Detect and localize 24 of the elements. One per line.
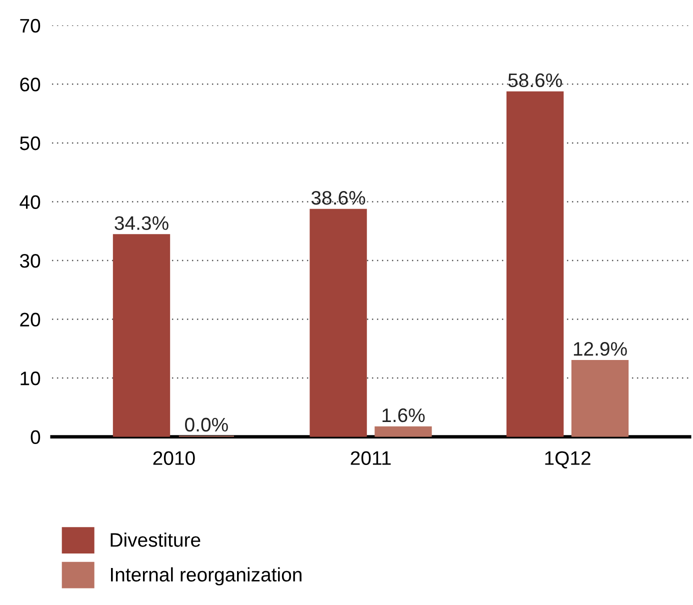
data-label: 38.6%	[311, 190, 366, 205]
y-tick-label: 70	[20, 18, 40, 33]
legend-label: Divestiture	[110, 532, 200, 547]
bar	[310, 208, 367, 437]
data-label: 0.0%	[185, 418, 228, 432]
data-label: 34.3%	[114, 216, 168, 230]
x-tick-label: 2010	[153, 451, 195, 465]
y-tick-label: 40	[20, 195, 40, 209]
y-tick-label: 10	[20, 372, 40, 386]
y-tick-label: 0	[30, 430, 40, 444]
y-tick-label: 50	[20, 136, 40, 150]
y-tick-label: 60	[20, 78, 40, 92]
data-label: 12.9%	[574, 342, 627, 356]
legend-label: Internal reorganization	[111, 567, 302, 586]
y-tick-label: 20	[20, 312, 40, 327]
data-label: 58.6%	[508, 73, 562, 88]
bar	[374, 426, 432, 437]
x-tick-label: 2011	[350, 451, 391, 465]
bar	[112, 234, 170, 437]
y-tick-label: 30	[20, 254, 40, 268]
bar	[571, 360, 629, 437]
bar	[506, 91, 564, 437]
x-tick-label: 1Q12	[545, 451, 590, 468]
data-label: 1.6%	[382, 408, 425, 422]
